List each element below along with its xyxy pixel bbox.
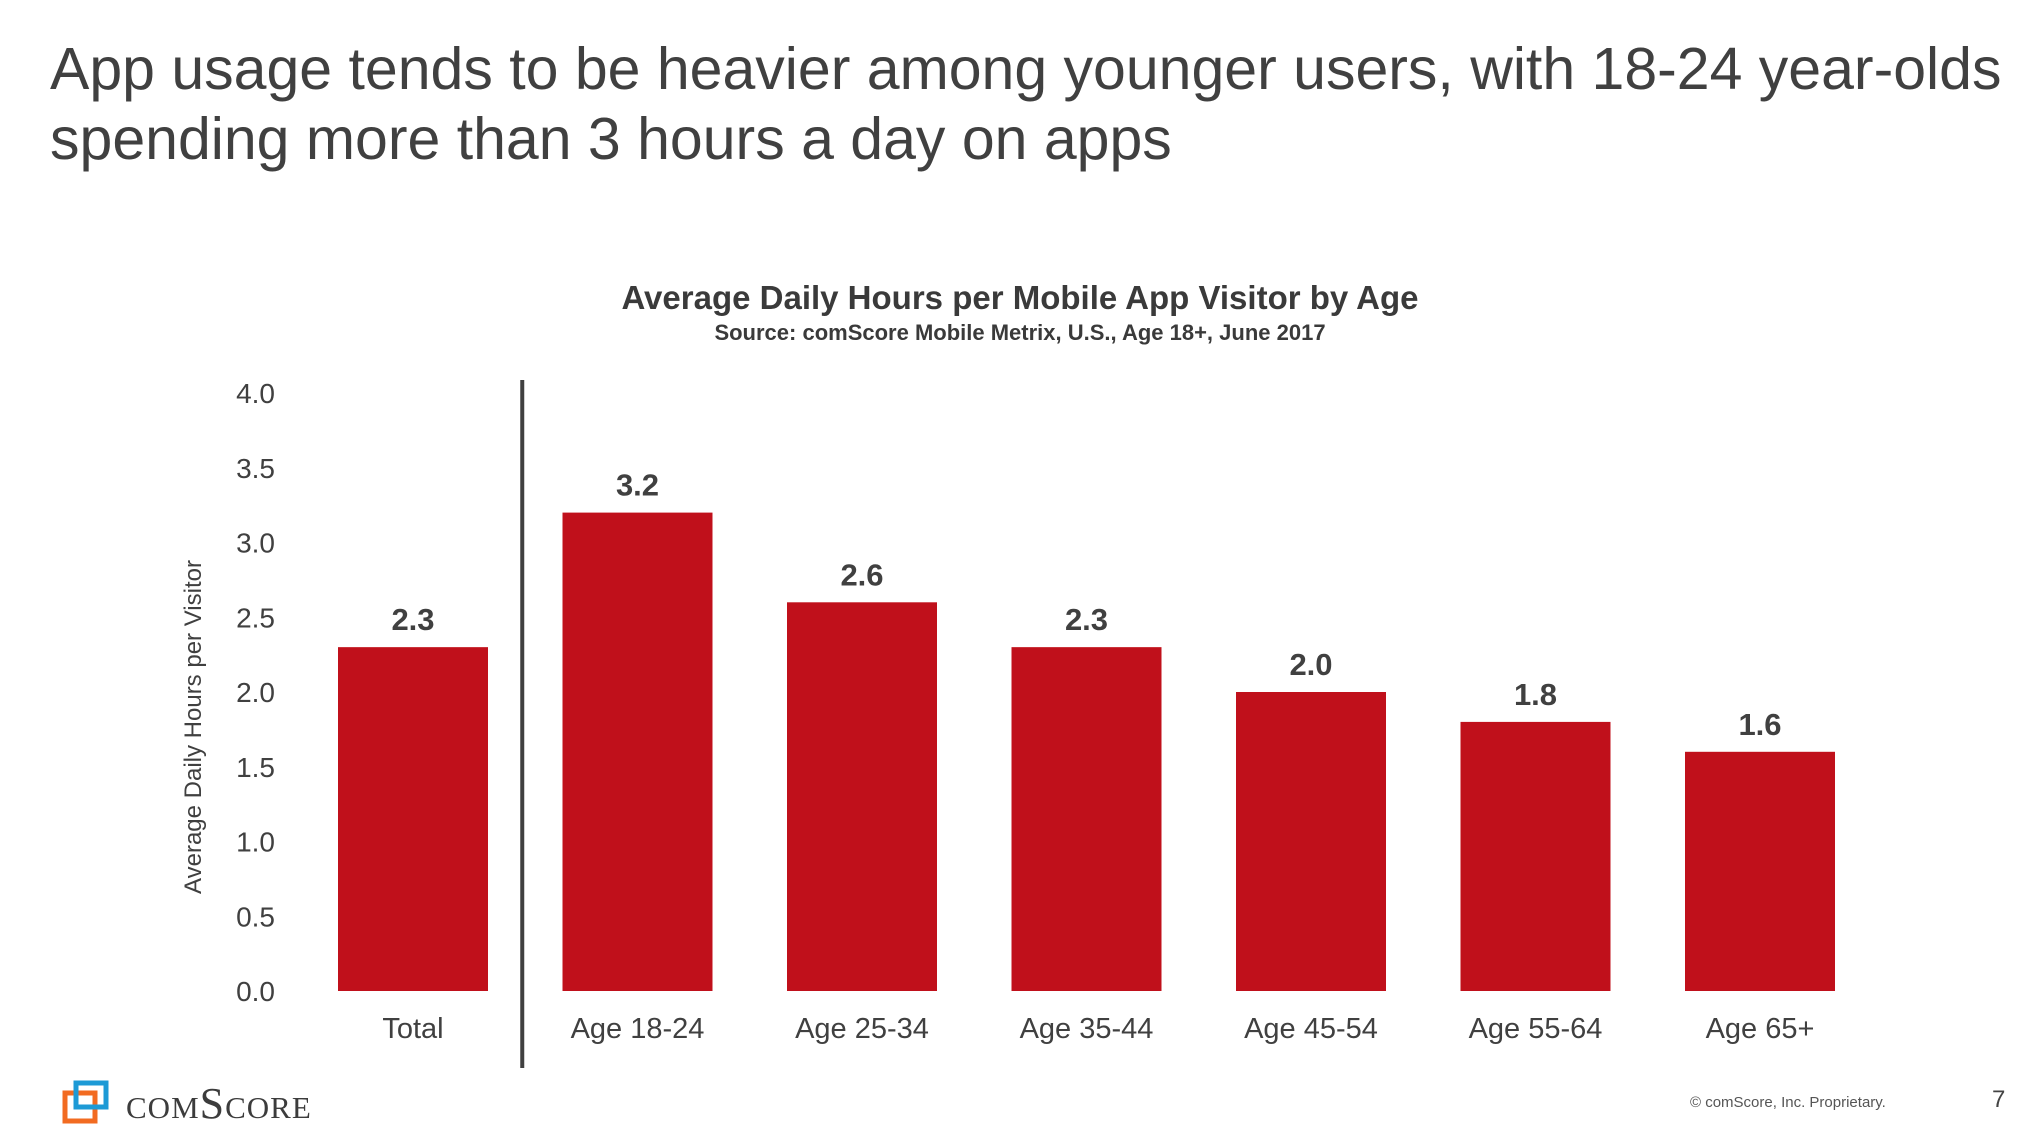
data-label: 2.3 bbox=[391, 602, 434, 637]
page-number: 7 bbox=[1992, 1086, 2006, 1113]
y-tick-label: 4.0 bbox=[236, 378, 275, 409]
bar-total bbox=[338, 647, 488, 991]
y-tick-label: 2.0 bbox=[236, 677, 275, 708]
bar-age-55-64 bbox=[1460, 721, 1611, 991]
data-label: 2.3 bbox=[1065, 602, 1108, 637]
data-label: 1.8 bbox=[1514, 677, 1557, 712]
x-category-label: Age 18-24 bbox=[571, 1013, 705, 1045]
bar-age-18-24 bbox=[562, 512, 713, 991]
x-category-label: Age 35-44 bbox=[1020, 1013, 1154, 1045]
bar-age-45-54 bbox=[1236, 692, 1386, 991]
slide-headline: App usage tends to be heavier among youn… bbox=[50, 36, 2002, 172]
bar-age-25-34 bbox=[787, 602, 937, 991]
data-label: 3.2 bbox=[616, 468, 659, 503]
data-label: 2.6 bbox=[840, 557, 883, 592]
copyright-notice: © comScore, Inc. Proprietary. bbox=[1690, 1094, 1886, 1111]
x-category-label: Age 65+ bbox=[1706, 1013, 1815, 1045]
comscore-logo-text: comScore bbox=[126, 1078, 312, 1128]
y-tick-label: 0.0 bbox=[236, 976, 275, 1007]
comscore-logo: comScore bbox=[62, 1078, 312, 1128]
y-tick-label: 2.5 bbox=[236, 602, 275, 633]
y-tick-label: 0.5 bbox=[236, 901, 275, 932]
comscore-logo-icon bbox=[62, 1080, 109, 1124]
bar-age-35-44 bbox=[1011, 647, 1162, 991]
x-category-label: Age 55-64 bbox=[1469, 1013, 1603, 1045]
x-category-label: Age 45-54 bbox=[1244, 1013, 1378, 1045]
x-category-label: Age 25-34 bbox=[795, 1013, 929, 1045]
data-label: 2.0 bbox=[1289, 647, 1332, 682]
y-tick-label: 1.5 bbox=[236, 752, 275, 783]
x-category-label: Total bbox=[382, 1013, 443, 1045]
y-tick-label: 3.5 bbox=[236, 453, 275, 484]
y-axis-title: Average Daily Hours per Visitor bbox=[180, 560, 207, 894]
chart-title: Average Daily Hours per Mobile App Visit… bbox=[621, 279, 1419, 316]
chart-subtitle: Source: comScore Mobile Metrix, U.S., Ag… bbox=[714, 320, 1326, 345]
bar-age-65- bbox=[1685, 751, 1835, 991]
y-tick-label: 1.0 bbox=[236, 827, 275, 858]
data-label: 1.6 bbox=[1738, 707, 1781, 742]
y-tick-label: 3.0 bbox=[236, 528, 275, 559]
